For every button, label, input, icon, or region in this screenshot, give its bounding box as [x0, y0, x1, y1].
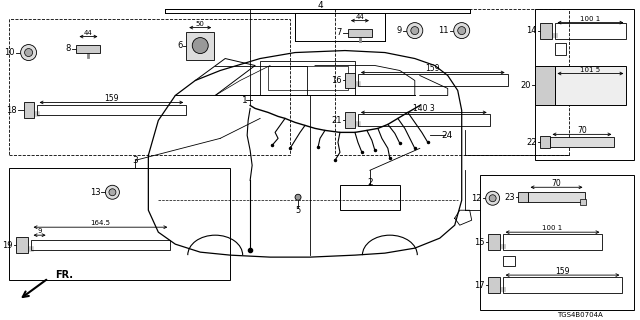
Bar — [550, 137, 614, 147]
Text: 10: 10 — [4, 48, 15, 57]
Text: 44: 44 — [356, 14, 364, 20]
Text: 3: 3 — [132, 156, 138, 165]
Bar — [358, 115, 490, 126]
Circle shape — [407, 23, 423, 39]
Text: 100 1: 100 1 — [580, 16, 600, 22]
Bar — [580, 199, 586, 205]
Bar — [554, 43, 566, 54]
Text: 70: 70 — [552, 179, 561, 188]
Text: 1: 1 — [243, 96, 248, 105]
Bar — [340, 185, 400, 210]
Text: 2: 2 — [367, 178, 372, 187]
Text: 159: 159 — [104, 94, 118, 103]
Bar — [348, 28, 372, 36]
Circle shape — [454, 23, 470, 39]
Bar — [77, 44, 100, 52]
Circle shape — [458, 27, 466, 35]
Text: 13: 13 — [90, 188, 100, 197]
Text: 101 5: 101 5 — [580, 67, 600, 73]
Circle shape — [106, 185, 120, 199]
Bar — [502, 234, 602, 250]
Text: 17: 17 — [474, 281, 484, 290]
Text: 18: 18 — [6, 106, 17, 115]
Text: 4: 4 — [317, 1, 323, 10]
Bar — [554, 66, 627, 105]
Text: TGS4B0704A: TGS4B0704A — [557, 312, 602, 318]
Text: FR.: FR. — [56, 270, 74, 280]
Text: 159: 159 — [556, 267, 570, 276]
Circle shape — [20, 44, 36, 60]
Text: 140 3: 140 3 — [413, 104, 435, 113]
Text: 70: 70 — [577, 126, 587, 135]
Text: 9: 9 — [397, 26, 402, 35]
Bar — [502, 277, 622, 293]
Text: 15: 15 — [474, 238, 484, 247]
Bar — [554, 23, 627, 39]
Text: 164.5: 164.5 — [90, 220, 111, 226]
Text: 14: 14 — [526, 26, 536, 35]
Bar — [502, 256, 515, 266]
Bar — [345, 112, 355, 128]
Bar — [8, 19, 290, 155]
Text: 12: 12 — [471, 194, 482, 203]
Bar — [295, 12, 385, 41]
Bar — [358, 75, 508, 86]
Bar — [540, 136, 550, 148]
Bar — [534, 9, 634, 160]
Bar — [488, 234, 500, 250]
Text: 9: 9 — [37, 228, 42, 234]
Bar — [31, 240, 170, 250]
Text: 100 1: 100 1 — [543, 225, 563, 231]
Circle shape — [295, 194, 301, 200]
Bar — [488, 277, 500, 293]
Bar — [15, 237, 28, 253]
Circle shape — [24, 49, 33, 57]
Text: 19: 19 — [2, 241, 13, 250]
Text: 159: 159 — [426, 64, 440, 73]
Text: 11: 11 — [438, 26, 449, 35]
Text: 21: 21 — [332, 116, 342, 125]
Text: 22: 22 — [526, 138, 536, 147]
Bar — [260, 60, 355, 95]
Text: 20: 20 — [520, 81, 531, 90]
Bar — [268, 66, 348, 91]
Circle shape — [489, 195, 496, 202]
Bar — [165, 9, 470, 12]
Bar — [479, 175, 634, 310]
Circle shape — [411, 27, 419, 35]
Text: 44: 44 — [84, 29, 93, 36]
Text: 8: 8 — [65, 44, 70, 53]
Text: 24: 24 — [441, 131, 452, 140]
Bar — [527, 192, 586, 202]
Bar — [186, 32, 214, 60]
Bar — [540, 23, 552, 39]
Circle shape — [486, 191, 500, 205]
Text: 7: 7 — [337, 28, 342, 37]
Bar — [534, 66, 554, 105]
Bar — [24, 102, 33, 118]
Bar — [335, 9, 570, 155]
Bar — [345, 73, 355, 88]
Text: 6: 6 — [177, 41, 182, 50]
Text: 23: 23 — [504, 193, 515, 202]
Bar — [36, 105, 186, 116]
Bar — [8, 168, 230, 280]
Circle shape — [192, 37, 208, 53]
Bar — [518, 192, 527, 202]
Circle shape — [109, 189, 116, 196]
Text: 16: 16 — [332, 76, 342, 85]
Text: 5: 5 — [296, 206, 301, 215]
Text: 50: 50 — [196, 20, 205, 27]
